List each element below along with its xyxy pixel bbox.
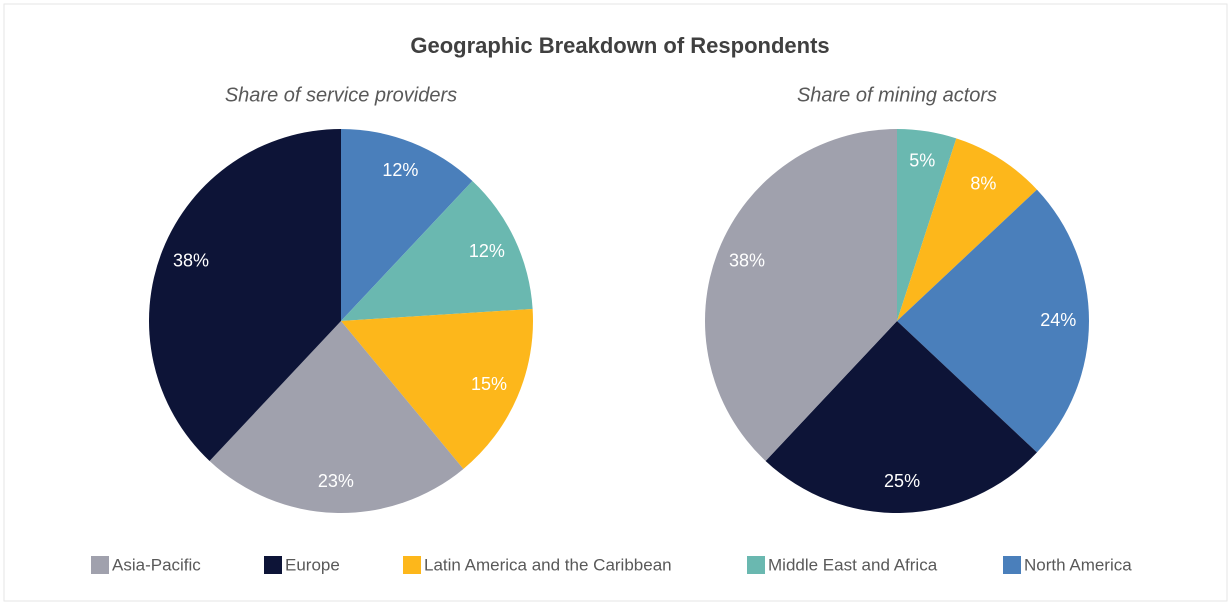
pie-slice	[705, 129, 897, 461]
data-label: 38%	[729, 250, 765, 270]
legend-swatch	[1003, 556, 1021, 574]
legend-swatch	[747, 556, 765, 574]
data-label: 12%	[469, 241, 505, 261]
pie-slice	[149, 129, 341, 461]
legend-swatch	[403, 556, 421, 574]
pie-slice	[341, 308, 533, 469]
legend-swatch	[91, 556, 109, 574]
legend-label: North America	[1024, 555, 1132, 574]
pie-slice	[897, 129, 957, 321]
pie-slice	[765, 321, 1037, 514]
pie-slice	[897, 189, 1089, 453]
data-label: 25%	[884, 471, 920, 491]
legend-swatch	[264, 556, 282, 574]
data-label: 12%	[382, 160, 418, 180]
chart-title: Geographic Breakdown of Respondents	[410, 33, 829, 58]
legend-label: Asia-Pacific	[112, 555, 201, 574]
data-label: 5%	[909, 150, 935, 170]
data-label: 8%	[970, 174, 996, 194]
data-label: 24%	[1040, 310, 1076, 330]
legend-label: Middle East and Africa	[768, 555, 938, 574]
legend-label: Latin America and the Caribbean	[424, 555, 672, 574]
data-label: 38%	[173, 250, 209, 270]
legend-label: Europe	[285, 555, 340, 574]
pie-slice	[341, 181, 533, 321]
chart-subtitle: Share of mining actors	[797, 84, 997, 106]
pie-slice	[341, 129, 473, 321]
data-label: 23%	[318, 471, 354, 491]
pie-slice	[209, 321, 464, 514]
chart-subtitle: Share of service providers	[225, 84, 457, 106]
pie-slice	[897, 138, 1037, 321]
data-label: 15%	[471, 374, 507, 394]
